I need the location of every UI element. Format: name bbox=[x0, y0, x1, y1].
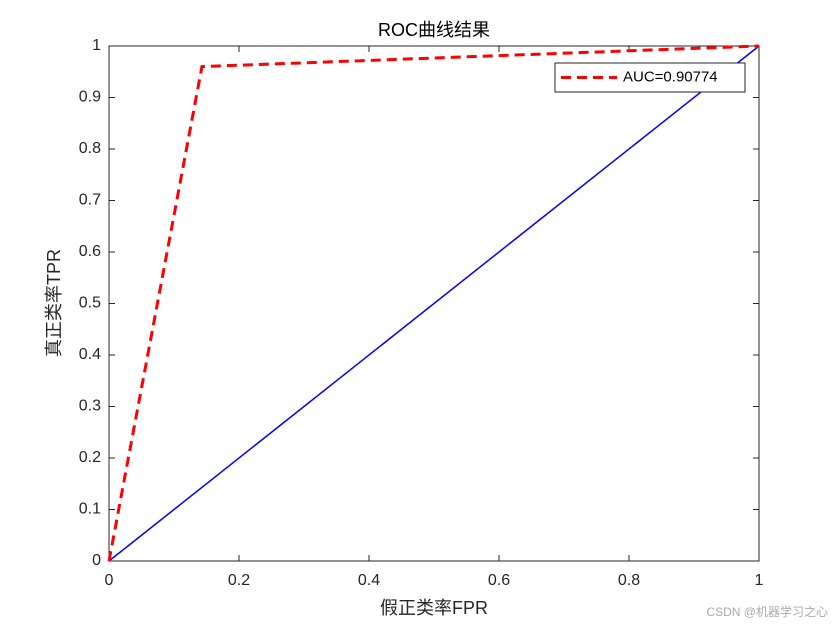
y-tick-label: 0.6 bbox=[79, 243, 101, 260]
y-tick-label: 0.4 bbox=[79, 346, 101, 363]
watermark: CSDN @机器学习之心 bbox=[706, 604, 828, 619]
y-tick-label: 0.8 bbox=[79, 140, 101, 157]
x-tick-label: 0.6 bbox=[488, 572, 510, 589]
x-tick-label: 0.8 bbox=[618, 572, 640, 589]
y-tick-label: 0.9 bbox=[79, 89, 101, 106]
series-line bbox=[107, 44, 760, 562]
series-line bbox=[108, 45, 760, 562]
y-axis-label: 真正类率TPR bbox=[44, 249, 64, 357]
y-tick-label: 0.1 bbox=[79, 501, 101, 518]
y-tick-label: 0.5 bbox=[79, 295, 101, 312]
chart-title: ROC曲线结果 bbox=[378, 20, 490, 40]
x-tick-label: 0 bbox=[105, 572, 114, 589]
x-tick-label: 0.4 bbox=[358, 572, 380, 589]
legend-label: AUC=0.90774 bbox=[623, 68, 718, 85]
y-tick-label: 0.7 bbox=[79, 192, 101, 209]
x-tick-label: 1 bbox=[755, 572, 764, 589]
x-tick-label: 0.2 bbox=[228, 572, 250, 589]
y-tick-label: 1 bbox=[92, 37, 101, 54]
y-tick-label: 0.2 bbox=[79, 449, 101, 466]
y-tick-label: 0 bbox=[92, 552, 101, 569]
x-axis-label: 假正类率FPR bbox=[380, 598, 488, 618]
y-tick-label: 0.3 bbox=[79, 398, 101, 415]
